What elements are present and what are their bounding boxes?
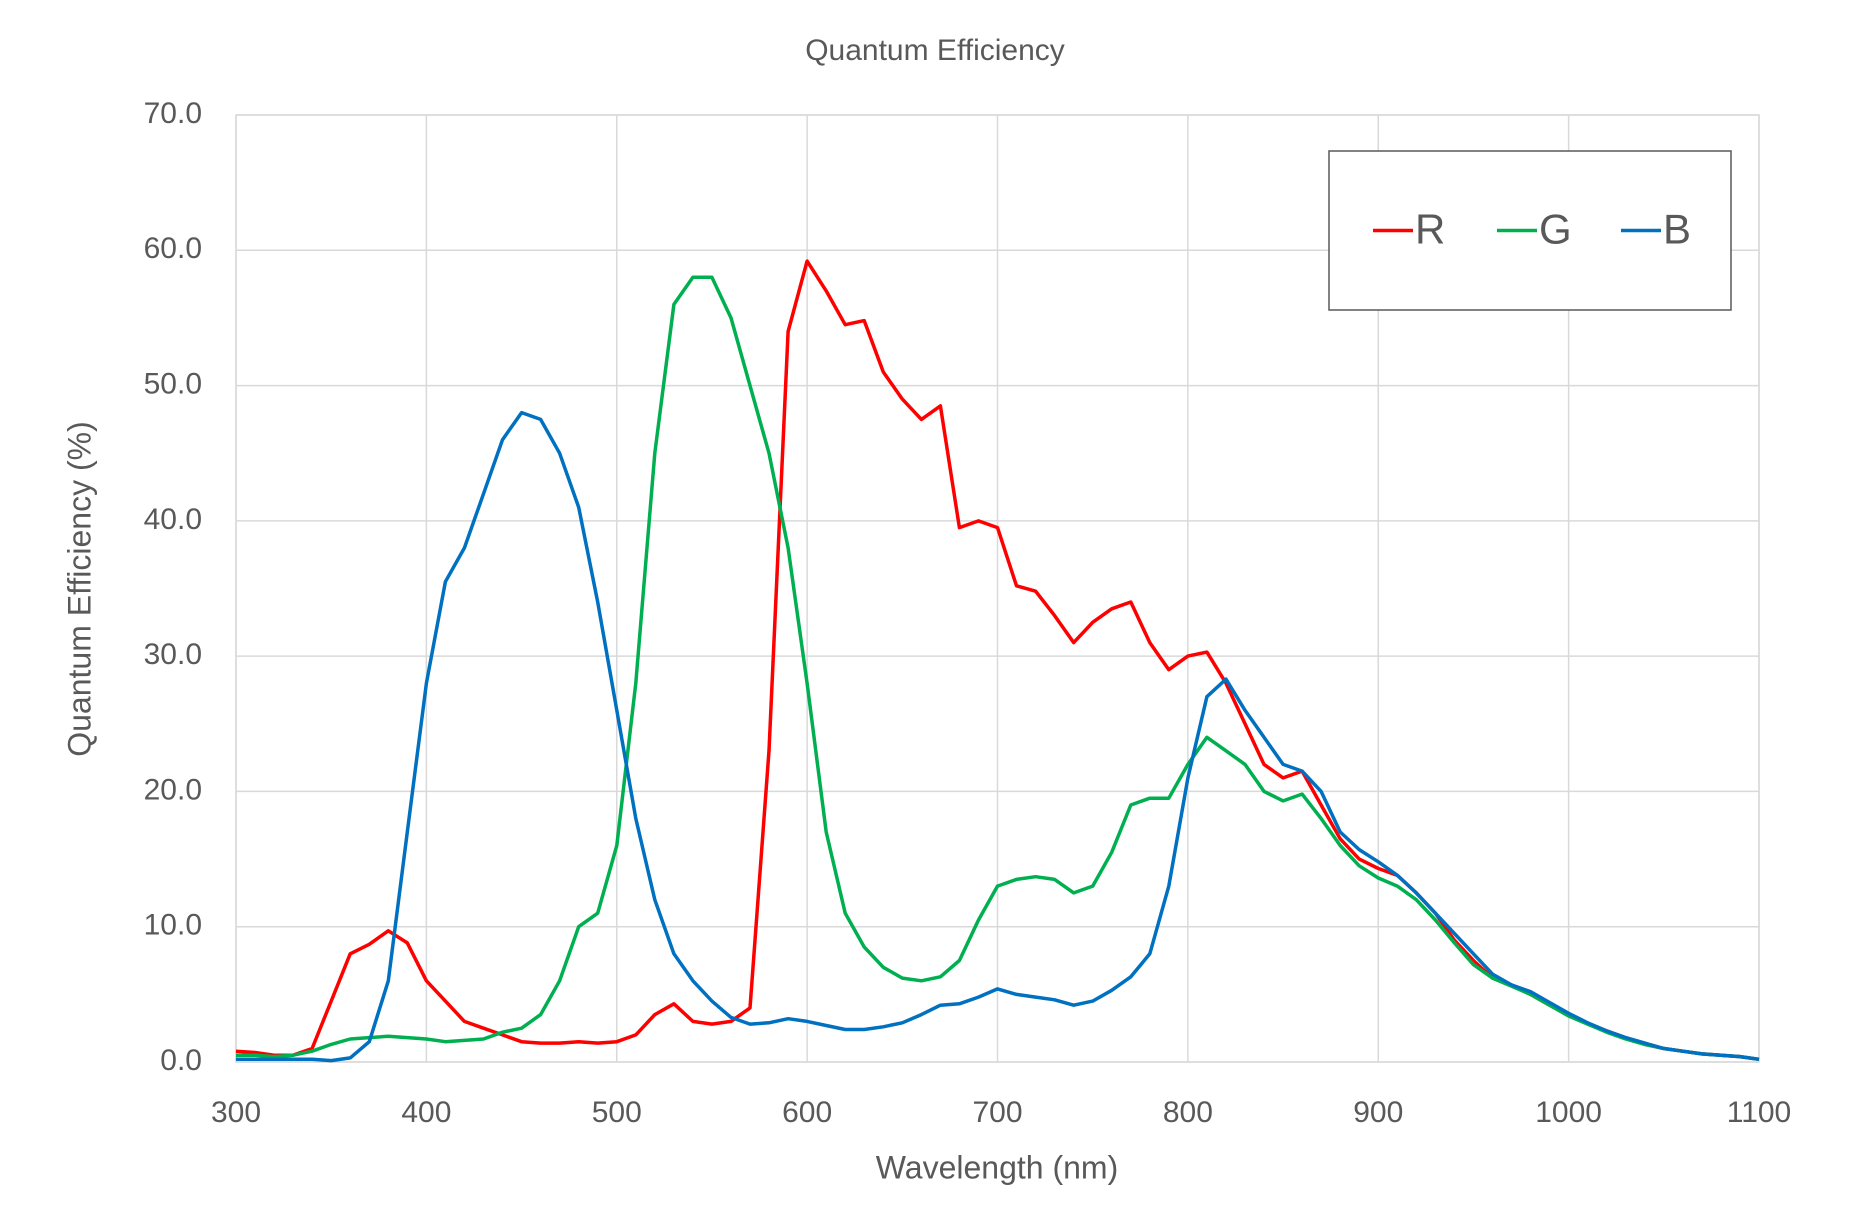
x-tick-label: 300 [211, 1096, 261, 1129]
series-line [236, 410, 1760, 1063]
y-tick-label: 0.0 [160, 1044, 202, 1077]
y-tick-label: 20.0 [144, 773, 202, 806]
legend-label: G [1539, 206, 1572, 253]
y-tick-label: 60.0 [144, 232, 202, 265]
x-tick-label: 700 [972, 1096, 1022, 1129]
y-tick-label: 30.0 [144, 638, 202, 671]
y-tick-label: 50.0 [144, 367, 202, 400]
chart-title: Quantum Efficiency [805, 34, 1065, 67]
legend-label: B [1663, 206, 1691, 253]
x-tick-label: 400 [401, 1096, 451, 1129]
x-tick-label: 800 [1163, 1096, 1213, 1129]
y-axis-label: Quantum Efficiency (%) [61, 421, 97, 757]
y-tick-label: 70.0 [144, 97, 202, 130]
x-tick-label: 600 [782, 1096, 832, 1129]
series-line [236, 275, 1760, 1062]
x-tick-label: 500 [592, 1096, 642, 1129]
x-tick-label: 1100 [1727, 1096, 1792, 1129]
y-tick-label: 10.0 [144, 909, 202, 942]
x-axis-label: Wavelength (nm) [876, 1149, 1118, 1185]
legend-label: R [1415, 206, 1445, 253]
y-tick-label: 40.0 [144, 503, 202, 536]
x-tick-label: 900 [1353, 1096, 1403, 1129]
x-tick-label: 1000 [1535, 1096, 1602, 1129]
